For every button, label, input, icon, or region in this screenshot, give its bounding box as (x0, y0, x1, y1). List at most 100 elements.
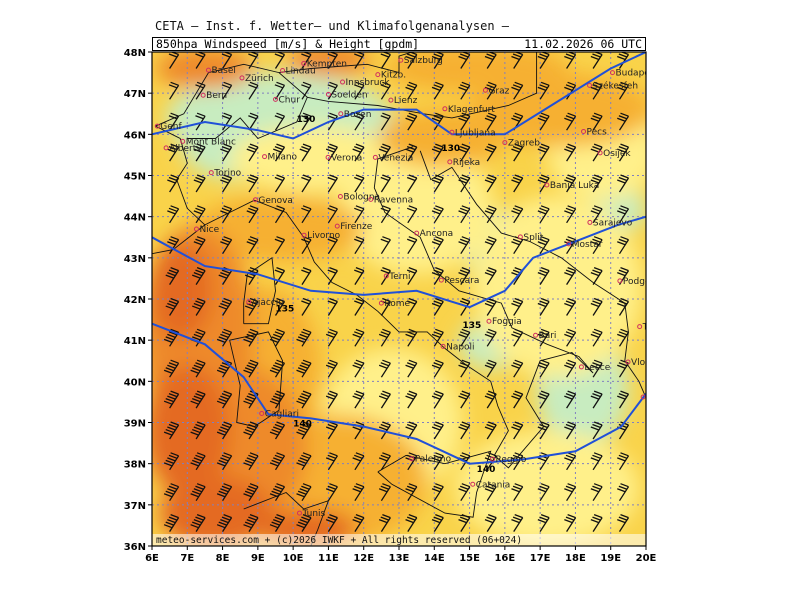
wind-barb (564, 513, 577, 532)
barb-feather (223, 236, 232, 241)
barb-feather (218, 305, 227, 310)
city-label: Székesfeh (593, 80, 639, 91)
city-marker (325, 91, 331, 97)
barb-shaft (513, 424, 524, 440)
wind-barb (380, 112, 391, 131)
barb-feather (435, 205, 444, 210)
barb-feather (196, 112, 206, 117)
barb-shaft (433, 239, 444, 255)
barb-feather (325, 426, 335, 431)
barb-feather (405, 395, 414, 400)
wind-barb (484, 390, 497, 409)
barb-feather (190, 400, 199, 405)
barb-feather (221, 300, 231, 305)
wind-barb (590, 174, 603, 193)
barb-feather (301, 176, 310, 182)
wind-barb (296, 328, 312, 347)
barb-shaft (407, 455, 418, 471)
wind-barb (405, 52, 418, 69)
barb-feather (276, 143, 285, 148)
barb-feather (433, 331, 442, 336)
barb-feather (170, 143, 179, 148)
barb-shaft (222, 146, 233, 162)
barb-feather (431, 488, 441, 493)
city-label: Zagreb (508, 139, 540, 149)
wind-barb (431, 421, 444, 440)
barb-shaft (566, 54, 577, 69)
barb-feather (565, 423, 575, 429)
barb-feather (249, 421, 259, 426)
barb-feather (486, 454, 495, 459)
barb-feather (196, 143, 206, 148)
barb-feather (221, 146, 231, 151)
barb-shaft (539, 146, 550, 162)
barb-feather (223, 112, 232, 117)
barb-feather (195, 423, 204, 429)
barb-feather (511, 488, 520, 493)
wind-barb (564, 112, 577, 131)
barb-feather (223, 174, 232, 179)
barb-feather (435, 81, 444, 86)
barb-shaft (486, 115, 497, 131)
wind-barb (431, 390, 444, 409)
barb-feather (355, 483, 365, 488)
wind-barb (167, 174, 180, 193)
wind-barb (296, 513, 312, 532)
barb-shaft (274, 486, 286, 502)
barb-feather (539, 300, 548, 305)
wind-barb (564, 52, 577, 69)
barb-feather (192, 274, 201, 279)
barb-shaft (248, 362, 259, 378)
barb-shaft (327, 208, 338, 224)
barb-feather (271, 367, 280, 372)
barb-shaft (513, 146, 524, 162)
barb-feather (195, 362, 204, 367)
barb-feather (168, 115, 178, 120)
barb-feather (192, 336, 201, 341)
wind-barb (352, 390, 365, 409)
barb-feather (274, 146, 284, 151)
city-marker (372, 154, 378, 160)
barb-shaft (327, 517, 338, 532)
contour-line-2 (152, 322, 646, 465)
barb-shaft (539, 301, 550, 316)
barb-feather (435, 297, 444, 303)
barb-feather (408, 143, 418, 148)
barb-feather (431, 148, 441, 153)
barb-feather (408, 112, 418, 117)
wind-barb (537, 81, 550, 100)
barb-feather (567, 52, 576, 56)
barb-feather (539, 84, 548, 89)
barb-feather (192, 398, 201, 403)
barb-shaft (592, 301, 603, 316)
barb-feather (540, 266, 550, 272)
barb-feather (274, 393, 284, 398)
barb-feather (355, 452, 365, 457)
wind-barb (380, 174, 391, 193)
lon-label: 16E (494, 553, 515, 564)
barb-feather (459, 454, 469, 459)
barb-shaft (274, 331, 286, 347)
barb-feather (246, 364, 255, 369)
barb-feather (592, 485, 601, 490)
lon-label: 11E (318, 553, 339, 564)
lon-label: 6E (145, 553, 159, 564)
wind-barb (163, 513, 180, 532)
barb-feather (276, 81, 285, 86)
barb-feather (486, 176, 495, 182)
barb-feather (165, 490, 174, 495)
wind-barb (405, 112, 418, 131)
barb-feather (431, 302, 441, 308)
wind-barb (352, 483, 365, 502)
barb-feather (220, 241, 229, 246)
barb-shaft (539, 115, 550, 131)
wind-zone-fresh (377, 109, 505, 168)
barb-feather (355, 52, 365, 56)
barb-feather (192, 305, 201, 310)
city-marker (640, 394, 646, 400)
wind-barb (590, 513, 603, 532)
barb-feather (511, 395, 520, 400)
barb-feather (274, 454, 284, 459)
barb-feather (461, 513, 471, 519)
barb-feather (196, 483, 206, 488)
